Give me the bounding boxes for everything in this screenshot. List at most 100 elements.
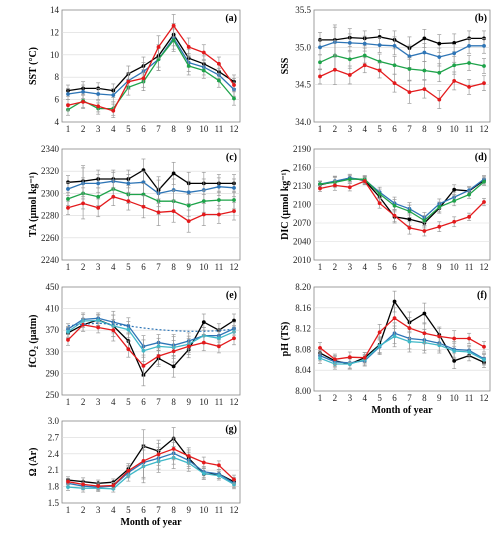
data-point [96, 484, 101, 488]
data-point [452, 40, 457, 45]
data-point [362, 179, 367, 183]
series-red [66, 14, 236, 118]
y-tick-label: 34.0 [295, 117, 311, 127]
x-tick-label: 8 [422, 124, 427, 134]
y-axis-label: SSS [280, 57, 291, 74]
data-point [452, 79, 457, 83]
series-red [66, 437, 236, 490]
series-line [67, 319, 235, 352]
data-point [217, 61, 221, 66]
x-tick-label: 11 [465, 262, 474, 272]
data-point [377, 343, 382, 348]
data-point [318, 186, 322, 191]
plot-frame [61, 420, 241, 504]
x-tick-label: 12 [230, 262, 239, 272]
series-line [319, 180, 485, 232]
data-point [377, 192, 382, 196]
data-point [201, 340, 206, 345]
x-tick-label: 1 [66, 262, 71, 272]
y-tick-label: 8 [55, 72, 60, 82]
data-point [407, 90, 412, 95]
data-point [96, 318, 101, 323]
x-tick-label: 9 [437, 262, 442, 272]
data-point [96, 194, 101, 199]
data-point [422, 68, 427, 73]
data-point [81, 482, 85, 487]
series-line [67, 448, 235, 487]
data-point [318, 45, 322, 50]
x-tick-label: 4 [111, 505, 116, 515]
series-line [67, 169, 234, 192]
data-point [171, 171, 176, 176]
y-tick-label: 2010 [293, 255, 312, 265]
data-point [232, 83, 236, 87]
data-point [96, 181, 101, 186]
data-point [232, 198, 236, 202]
data-point [232, 96, 236, 101]
x-tick-label: 1 [318, 393, 323, 403]
y-tick-label: 2.1 [48, 465, 59, 475]
y-tick-label: 8.12 [295, 324, 311, 334]
data-point [156, 452, 161, 457]
y-tick-label: 3.0 [48, 416, 60, 426]
data-point [437, 205, 442, 209]
y-tick-label: 2190 [293, 144, 312, 154]
data-point [347, 73, 352, 77]
series-line [67, 452, 235, 488]
data-point [232, 336, 236, 341]
data-point [111, 108, 116, 113]
plot-frame [61, 286, 241, 396]
data-point [201, 68, 206, 73]
data-point [392, 203, 397, 208]
data-point [186, 45, 191, 49]
panel-f: 8.008.048.088.128.168.201 2 3 4 5 6 7 8 9 10 11 12p… [280, 282, 491, 416]
series-blue [318, 322, 486, 369]
data-point [407, 217, 412, 222]
data-point [482, 64, 486, 68]
series-line [319, 332, 485, 364]
series-blue [66, 26, 236, 103]
series-line [67, 36, 235, 96]
y-axis-label: TA (µmol kg⁻¹) [28, 172, 39, 237]
data-point [377, 43, 382, 47]
data-point [377, 330, 382, 335]
data-point [362, 63, 367, 68]
data-point [232, 185, 236, 190]
x-tick-label: 1 [66, 124, 71, 134]
data-point [201, 50, 206, 55]
x-tick-label: 1 [318, 262, 323, 272]
x-tick-label: 10 [199, 124, 209, 134]
series-red [318, 177, 486, 237]
x-tick-label: 10 [199, 262, 209, 272]
data-point [482, 344, 486, 349]
x-tick-label: 12 [480, 262, 489, 272]
data-point [407, 326, 412, 330]
data-point [171, 364, 176, 369]
y-axis-label: pH (TS) [280, 322, 291, 357]
x-tick-label: 5 [377, 124, 382, 134]
series-line [67, 195, 235, 222]
x-tick-label: 1 [318, 124, 323, 134]
data-point [141, 204, 146, 209]
data-point [96, 205, 101, 210]
data-point [111, 93, 116, 98]
x-tick-label: 4 [111, 397, 116, 407]
x-tick-label: 6 [141, 124, 146, 134]
data-point [186, 190, 191, 195]
y-tick-label: 2280 [41, 211, 60, 221]
data-point [217, 212, 221, 217]
data-point [126, 181, 131, 186]
series-line [67, 319, 235, 377]
x-tick-label: 3 [348, 124, 353, 134]
x-tick-label: 5 [126, 124, 131, 134]
data-point [232, 477, 236, 482]
series-line [319, 178, 485, 222]
data-point [186, 219, 191, 224]
y-axis-label: SST (°C) [28, 47, 39, 85]
x-tick-label: 4 [362, 262, 367, 272]
data-point [377, 59, 382, 64]
x-tick-label: 4 [111, 262, 116, 272]
series-line [320, 36, 484, 49]
y-tick-label: 8.16 [295, 303, 311, 313]
y-axis-label: Ω (Ar) [28, 448, 39, 477]
